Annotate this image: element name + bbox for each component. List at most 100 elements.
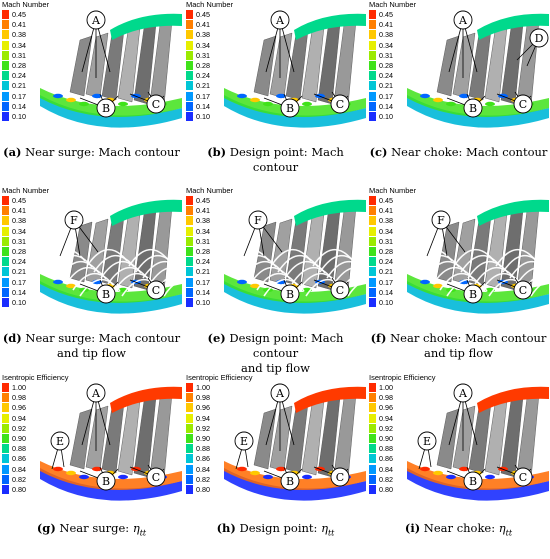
legend-swatch — [369, 444, 376, 454]
legend-swatch — [369, 485, 376, 494]
marker-c: C — [330, 280, 350, 300]
marker-c: C — [513, 94, 533, 114]
legend-swatch — [186, 71, 193, 81]
legend-title: Mach Number — [369, 186, 417, 195]
marker-b: B — [96, 471, 116, 491]
legend-swatch — [186, 423, 193, 433]
legend-tick-label: 0.34 — [196, 226, 210, 236]
legend-tick-label: 0.80 — [196, 485, 210, 494]
panel-h: A E B C Isentropic Efficiency 1.00 0.98 0.96 0.9… — [184, 373, 367, 559]
legend-title: Mach Number — [186, 186, 234, 195]
svg-text:C: C — [152, 98, 160, 111]
marker-a: A — [270, 383, 290, 403]
svg-text:E: E — [56, 435, 64, 448]
legend-swatch — [2, 298, 9, 307]
legend-swatch — [186, 464, 193, 474]
marker-a: A — [86, 383, 106, 403]
panel-i: A E B C Isentropic Efficiency 1.00 0.98 0.96 0.9… — [367, 373, 550, 559]
legend-swatch — [186, 112, 193, 121]
tip-band — [477, 386, 549, 413]
legend-swatch — [2, 61, 9, 70]
panel-b: A B C Mach Number 0.45 0.41 0.38 0.34 0.31 0.28 0.… — [184, 0, 367, 186]
legend-tick-label: 0.14 — [196, 101, 210, 111]
svg-text:B: B — [286, 475, 294, 488]
contour-patch — [53, 466, 63, 472]
legend-swatch — [186, 206, 193, 216]
legend-tick-label: 0.24 — [196, 257, 210, 267]
legend-swatch — [369, 413, 376, 423]
marker-a: A — [453, 10, 473, 30]
legend-tick-label: 0.14 — [12, 287, 26, 297]
contour-patch — [237, 279, 247, 285]
legend-swatch — [369, 267, 376, 277]
marker-e: E — [234, 431, 254, 451]
svg-text:A: A — [275, 387, 285, 400]
marker-c: C — [330, 94, 350, 114]
streamline — [333, 266, 367, 285]
legend-swatch — [369, 393, 376, 403]
legend-tick-label: 1.00 — [196, 383, 210, 392]
legend-tick-label: 0.21 — [12, 267, 26, 277]
legend-swatch — [186, 20, 193, 30]
contour-patch — [420, 279, 430, 285]
legend-tick-label: 0.45 — [12, 10, 26, 19]
legend-swatch — [186, 454, 193, 464]
streamline — [347, 279, 367, 297]
contour-patch — [250, 283, 260, 289]
svg-text:B: B — [469, 102, 477, 115]
legend-tick-label: 0.28 — [12, 61, 26, 70]
legend-tick-label: 1.00 — [12, 383, 26, 392]
legend-swatch — [2, 267, 9, 277]
legend-tick-label: 0.38 — [379, 216, 393, 226]
legend-swatch — [186, 101, 193, 111]
legend-tick-label: 0.96 — [379, 403, 393, 413]
contour-patch — [66, 283, 76, 289]
legend-tick-label: 0.24 — [379, 71, 393, 81]
legend-tick-label: 0.90 — [379, 434, 393, 443]
legend-swatch — [369, 474, 376, 484]
legend-title: Mach Number — [186, 0, 234, 9]
contour-patch — [263, 474, 273, 480]
svg-text:F: F — [437, 214, 445, 227]
marker-c: C — [513, 280, 533, 300]
contour-patch — [263, 101, 273, 107]
svg-text:E: E — [240, 435, 248, 448]
cfd-render-a: A B C — [40, 10, 182, 128]
cfd-render-e: F B C — [224, 199, 367, 314]
legend-swatch — [369, 61, 376, 70]
legend-tick-label: 0.21 — [12, 81, 26, 91]
svg-text:C: C — [336, 284, 344, 297]
legend-swatch — [186, 216, 193, 226]
legend-tick-label: 0.41 — [379, 206, 393, 216]
legend-tick-label: 0.88 — [12, 444, 26, 454]
legend-tick-label: 0.10 — [379, 112, 393, 121]
legend-tick-label: 0.45 — [12, 196, 26, 205]
legend-tick-label: 0.98 — [12, 393, 26, 403]
legend-tick-label: 0.96 — [196, 403, 210, 413]
legend-swatch — [369, 30, 376, 40]
tip-band — [110, 386, 182, 413]
legend-swatch — [186, 298, 193, 307]
legend-tick-label: 0.82 — [196, 474, 210, 484]
marker-d: D — [529, 28, 549, 48]
contour-patch — [66, 470, 76, 476]
contour-patch — [53, 279, 63, 285]
legend-swatch — [2, 216, 9, 226]
legend-tick-label: 0.90 — [196, 434, 210, 443]
panel-e: F B C Mach Number 0.45 0.41 0.38 0.34 0.31 0.28 0.… — [184, 186, 367, 375]
legend-swatch — [2, 50, 9, 60]
legend-swatch — [2, 403, 9, 413]
legend-swatch — [2, 226, 9, 236]
legend-tick-label: 0.34 — [196, 40, 210, 50]
legend-swatch — [2, 257, 9, 267]
legend-tick-label: 0.10 — [12, 112, 26, 121]
tip-band — [294, 386, 366, 413]
panel-g: A E B C Isentropic Efficiency 1.00 0.98 0.96 0.9… — [0, 373, 183, 559]
legend-tick-label: 0.24 — [196, 71, 210, 81]
legend-swatch — [2, 91, 9, 101]
legend-tick-label: 0.31 — [196, 236, 210, 246]
contour-patch — [433, 97, 443, 103]
marker-b: B — [96, 98, 116, 118]
legend-swatch — [2, 112, 9, 121]
legend-swatch — [2, 20, 9, 30]
